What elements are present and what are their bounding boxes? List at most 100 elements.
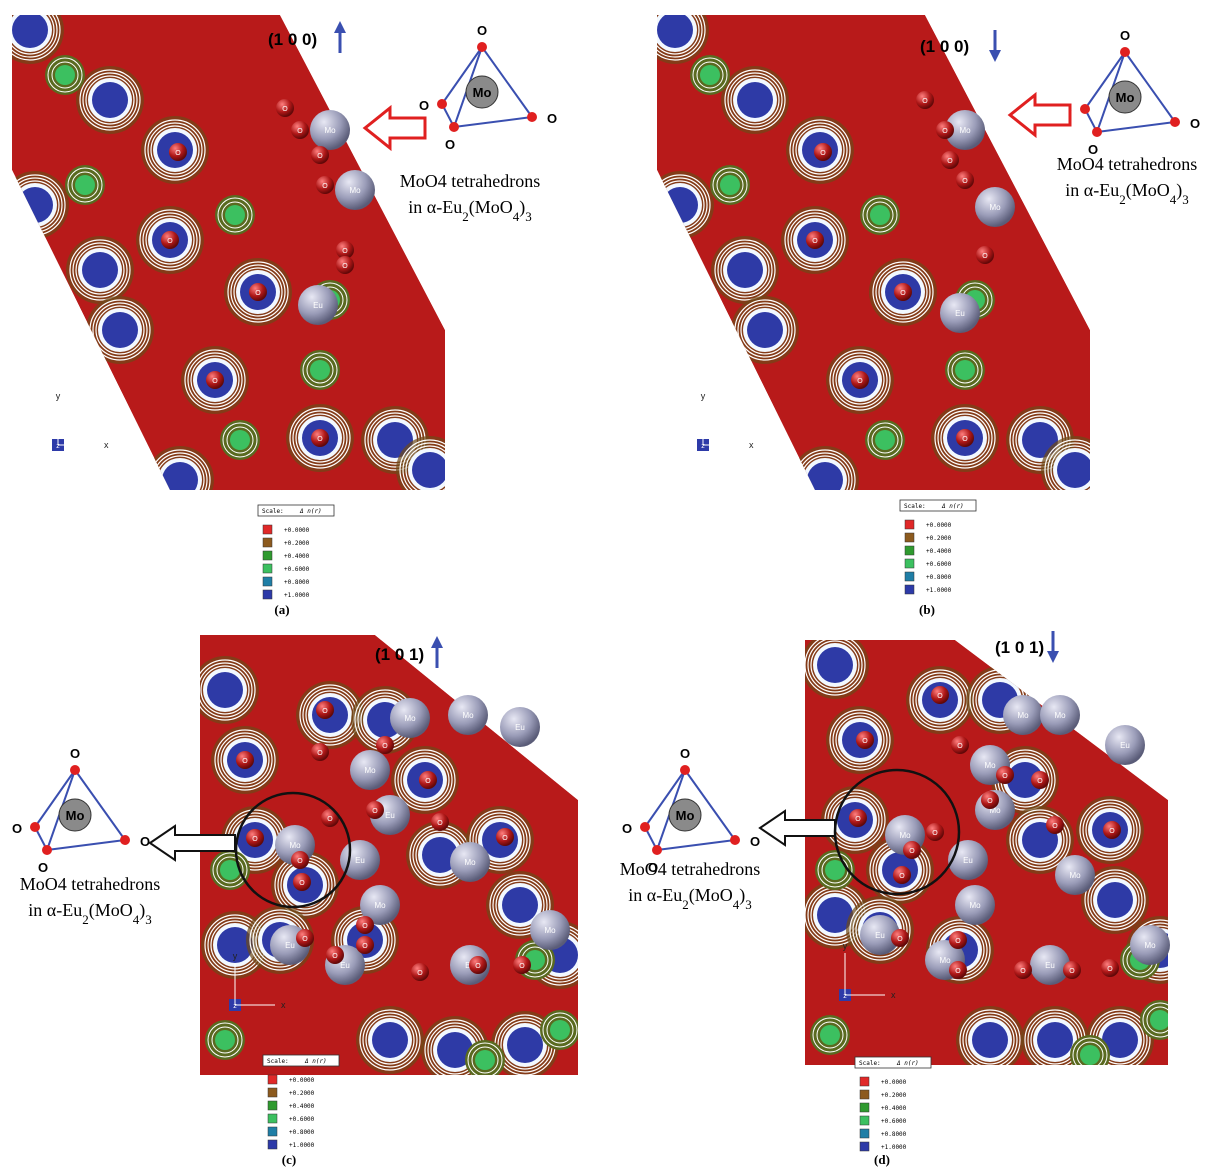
legend-quantity: Δ n(r): [896, 1060, 919, 1067]
legend-swatch: [860, 1142, 869, 1151]
atom-label: Eu: [955, 309, 965, 318]
legend-swatch: [263, 590, 272, 599]
legend-level: +0.4000: [289, 1103, 315, 1110]
legend-title: Scale:: [267, 1058, 289, 1065]
atom-label: O: [955, 968, 961, 975]
density-core: [17, 187, 53, 223]
tetra-center-label: Mo: [473, 85, 492, 100]
atom-label: Mo: [364, 766, 376, 775]
atom-label: O: [962, 436, 968, 443]
atom-label: O: [255, 290, 261, 297]
legend-swatch: [860, 1077, 869, 1086]
density-core: [82, 252, 118, 288]
caption-part: in α-Eu: [1065, 180, 1119, 200]
tetra-corner: [527, 112, 537, 122]
atom-label: Eu: [1120, 741, 1130, 750]
atom-label: O: [475, 963, 481, 970]
tetra-corner: [640, 822, 650, 832]
density-map: [641, 0, 1109, 514]
atom-label: Mo: [1069, 871, 1081, 880]
tetra-corner-label: O: [445, 137, 455, 152]
legend-title: Scale:: [262, 508, 284, 515]
atom-label: O: [297, 858, 303, 865]
legend-title: Scale:: [859, 1060, 881, 1067]
legend-level: +0.6000: [289, 1116, 315, 1123]
atom-label: Mo: [544, 926, 556, 935]
atom-label: Mo: [984, 761, 996, 770]
legend-swatch: [263, 538, 272, 547]
density-core: [502, 887, 538, 923]
legend-level: +0.2000: [881, 1092, 907, 1099]
tetra-edge: [1097, 122, 1175, 132]
atom-label: Mo: [969, 901, 981, 910]
caption-part: 3: [1182, 192, 1189, 207]
density-spot: [720, 175, 740, 195]
density-spot: [820, 1025, 840, 1045]
legend-level: +1.0000: [926, 587, 952, 594]
caption-part: (MoO: [469, 197, 513, 218]
density-map: [191, 635, 594, 1084]
atom-label: Mo: [1144, 941, 1156, 950]
caption-part: (MoO: [689, 885, 733, 906]
density-core: [737, 82, 773, 118]
legend-quantity: Δ n(r): [299, 508, 322, 515]
atom-label: Mo: [462, 711, 474, 720]
legend-swatch: [905, 585, 914, 594]
tetra-corner-label: O: [477, 23, 487, 38]
legend-title: Scale:: [904, 503, 926, 510]
density-spot: [55, 65, 75, 85]
tetra-corner: [449, 122, 459, 132]
atom-label: Eu: [355, 856, 365, 865]
atom-label: O: [937, 693, 943, 700]
atom-label: Eu: [340, 961, 350, 970]
tetra-corner: [477, 42, 487, 52]
atom-label: O: [252, 836, 258, 843]
density-spot: [1080, 1045, 1100, 1065]
legend-swatch: [268, 1101, 277, 1110]
caption-part: in α-Eu: [628, 885, 682, 905]
tetra-edge: [657, 840, 735, 850]
atom-label: O: [857, 378, 863, 385]
caption-line: MoO4 tetrahedrons: [20, 874, 160, 894]
atom-label: O: [855, 816, 861, 823]
atom-label: Eu: [313, 301, 323, 310]
atom-label: O: [987, 798, 993, 805]
tetra-corner: [30, 822, 40, 832]
legend-level: +0.6000: [926, 561, 952, 568]
legend-level: +0.6000: [881, 1118, 907, 1125]
atom-label: O: [982, 253, 988, 260]
atom-label: O: [862, 738, 868, 745]
caption-line: in α-Eu2(MoO4)3: [628, 885, 751, 912]
atom-label: O: [1109, 828, 1115, 835]
axis-label: x: [104, 440, 109, 450]
axis-label: y: [843, 941, 848, 951]
tetra-corner-label: O: [12, 821, 22, 836]
atom-label: O: [1107, 966, 1113, 973]
legend-swatch: [905, 572, 914, 581]
atom-label: Eu: [875, 931, 885, 940]
atom-label: O: [322, 183, 328, 190]
density-spot: [475, 1050, 495, 1070]
density-map: [801, 631, 1194, 1075]
tetra-corner-label: O: [419, 98, 429, 113]
density-spot: [225, 205, 245, 225]
atom-label: O: [899, 873, 905, 880]
atom-label: O: [962, 178, 968, 185]
legend-swatch: [268, 1127, 277, 1136]
tetra-corner-label: O: [1190, 116, 1200, 131]
legend-swatch: [860, 1129, 869, 1138]
legend-swatch: [860, 1116, 869, 1125]
caption-part: 3: [145, 912, 152, 927]
caption-part: (MoO: [1126, 180, 1170, 201]
legend-level: +1.0000: [881, 1144, 907, 1151]
density-spot: [700, 65, 720, 85]
atom-label: O: [327, 816, 333, 823]
legend-level: +1.0000: [284, 592, 310, 599]
atom-label: O: [175, 150, 181, 157]
atom-label: O: [299, 880, 305, 887]
figure: MoMoEuOOOOOOOOOOOzyx(1 0 0)MoOOOOMoO4 te…: [0, 0, 1218, 1169]
atom-label: O: [437, 820, 443, 827]
density-spot: [875, 430, 895, 450]
density-core: [372, 1022, 408, 1058]
